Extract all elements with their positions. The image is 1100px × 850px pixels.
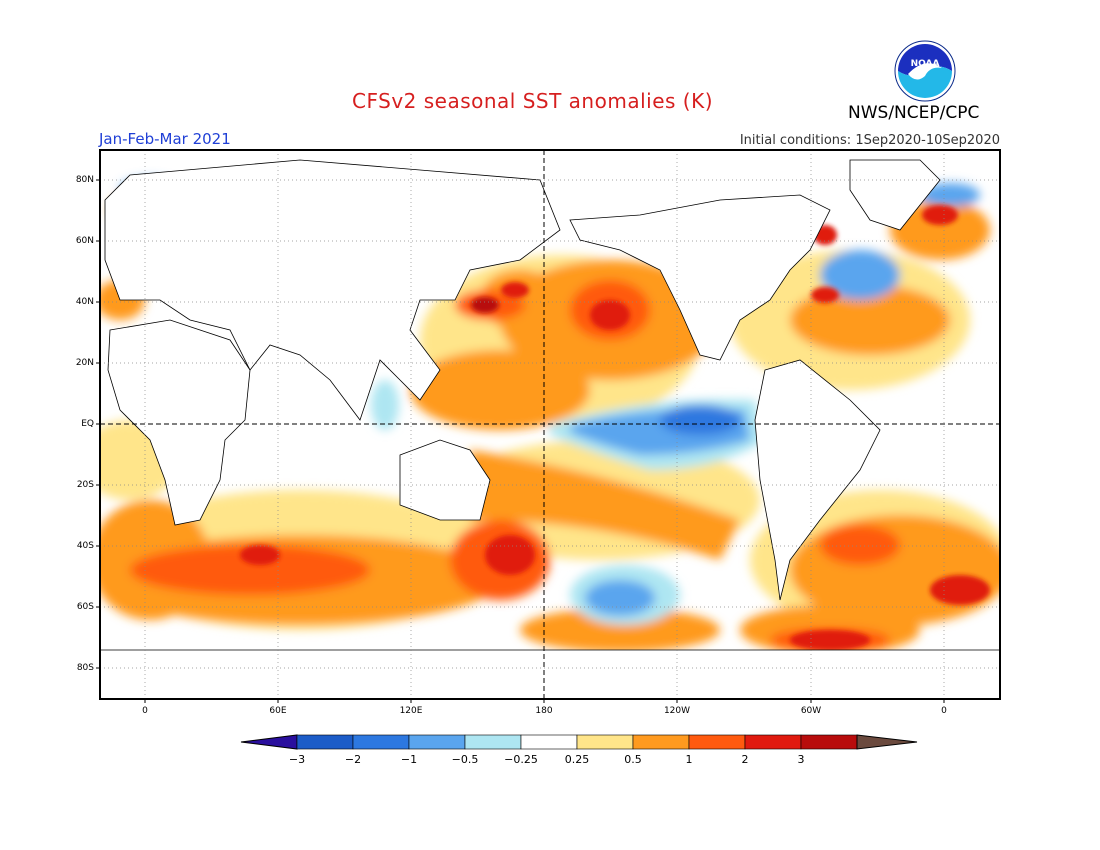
lat-label-eq: EQ [81, 419, 94, 429]
axis-ticks [96, 179, 945, 703]
colorbar-label: 3 [797, 753, 805, 766]
initial-conditions: Initial conditions: 1Sep2020-10Sep2020 [739, 133, 1000, 148]
lat-label-20s: 20S [76, 480, 94, 490]
colorbar-bin [296, 734, 354, 750]
forecast-period: Jan-Feb-Mar 2021 [99, 130, 231, 148]
colorbar-bin [408, 734, 466, 750]
colorbar-label: 0.25 [564, 753, 590, 766]
colorbar-label: 1 [685, 753, 693, 766]
lon-label-60e: 60E [269, 706, 287, 716]
chart-title: CFSv2 seasonal SST anomalies (K) [352, 89, 713, 113]
colorbar-label: −3 [288, 753, 306, 766]
colorbar-bin [352, 734, 410, 750]
anomaly-field [100, 159, 1000, 699]
land-outlines [100, 159, 1000, 699]
colorbar-label: 2 [741, 753, 749, 766]
lat-label-60n: 60N [75, 236, 94, 246]
agency-label: NWS/NCEP/CPC [848, 103, 980, 123]
lon-label-120e: 120E [399, 706, 423, 716]
lon-label-0: 0 [142, 706, 148, 716]
colorbar-label: −0.5 [451, 753, 479, 766]
colorbar [240, 734, 918, 750]
lon-label-120w: 120W [663, 706, 691, 716]
lat-label-20n: 20N [75, 358, 94, 368]
lat-label-80s: 80S [76, 663, 94, 673]
colorbar-bin [688, 734, 746, 750]
lon-label-0-east: 0 [941, 706, 947, 716]
lon-label-180: 180 [535, 706, 553, 716]
equator-and-dateline [100, 150, 1000, 699]
colorbar-label: −2 [344, 753, 362, 766]
colorbar-label: 0.5 [624, 753, 642, 766]
colorbar-bin [576, 734, 634, 750]
colorbar-bin [520, 734, 578, 750]
noaa-logo-icon: NOAA [894, 40, 956, 102]
lat-label-60s: 60S [76, 602, 94, 612]
colorbar-max-arrow [856, 734, 918, 750]
colorbar-label: −1 [400, 753, 418, 766]
colorbar-bin [800, 734, 858, 750]
colorbar-bin [464, 734, 522, 750]
lon-label-60w: 60W [800, 706, 822, 716]
colorbar-bin [744, 734, 802, 750]
lat-label-40s: 40S [76, 541, 94, 551]
colorbar-label: −0.25 [504, 753, 538, 766]
lat-label-40n: 40N [75, 297, 94, 307]
lat-label-80n: 80N [75, 175, 94, 185]
colorbar-bin [632, 734, 690, 750]
svg-text:NOAA: NOAA [911, 59, 940, 69]
colorbar-min-arrow [240, 734, 298, 750]
